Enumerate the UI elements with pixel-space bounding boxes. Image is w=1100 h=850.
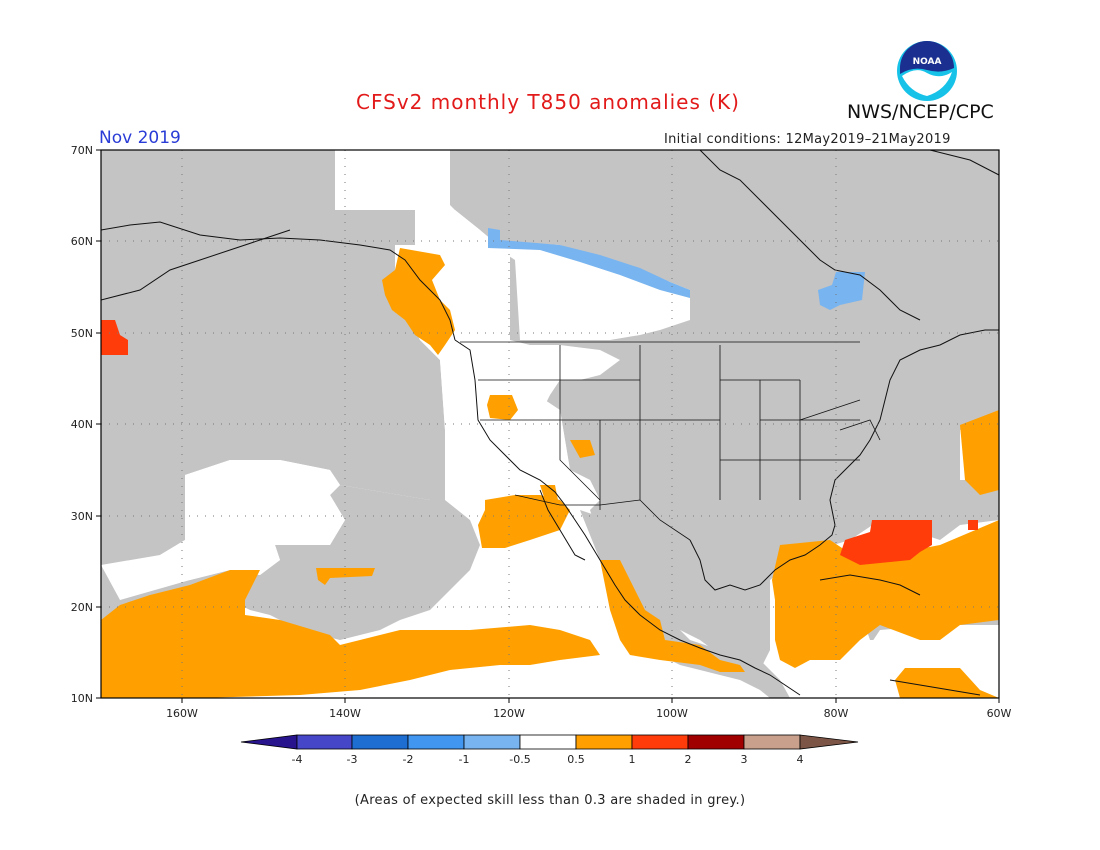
lat-label: 50N xyxy=(71,327,93,340)
colorbar-label: -1 xyxy=(459,753,470,766)
lon-label: 140W xyxy=(329,707,361,720)
colorbar-bin xyxy=(463,734,521,750)
cool-anomaly-lightblue xyxy=(488,228,865,310)
lat-label: 20N xyxy=(71,601,93,614)
initial-conditions: Initial conditions: 12May2019–21May2019 xyxy=(664,132,951,147)
lon-label: 60W xyxy=(987,707,1012,720)
colorbar-bin xyxy=(519,734,577,750)
graticule xyxy=(101,150,999,698)
colorbar-labels: -4 -3 -2 -1 -0.5 0.5 1 2 3 4 xyxy=(292,753,804,766)
longitude-labels: 160W 140W 120W 100W 80W 60W xyxy=(166,707,1011,720)
colorbar-bin xyxy=(631,734,689,750)
colorbar-label: 1 xyxy=(629,753,636,766)
skill-footnote: (Areas of expected skill less than 0.3 a… xyxy=(354,793,746,808)
neutral-regions xyxy=(101,210,999,698)
political-borders xyxy=(460,341,881,541)
colorbar-label: -4 xyxy=(292,753,303,766)
chart-title: CFSv2 monthly T850 anomalies (K) xyxy=(356,90,740,114)
axis-ticks xyxy=(96,149,1000,703)
svg-text:NOAA: NOAA xyxy=(913,57,942,67)
lon-label: 80W xyxy=(824,707,849,720)
lat-label: 70N xyxy=(71,144,93,157)
lat-label: 10N xyxy=(71,692,93,705)
colorbar-bin xyxy=(296,734,353,750)
colorbar-label: -2 xyxy=(403,753,414,766)
lat-label: 30N xyxy=(71,510,93,523)
agency-label: NWS/NCEP/CPC xyxy=(847,101,994,123)
noaa-logo-icon: NOAA xyxy=(897,41,957,101)
colorbar-bin xyxy=(687,734,745,750)
forecast-month: Nov 2019 xyxy=(99,128,181,148)
colorbar-bin xyxy=(407,734,465,750)
warm-anomaly-red xyxy=(101,320,978,565)
latitude-labels: 70N 60N 50N 40N 30N 20N 10N xyxy=(71,144,93,705)
colorbar-label: 4 xyxy=(797,753,804,766)
colorbar-label: 0.5 xyxy=(567,753,585,766)
warm-anomaly-orange xyxy=(101,248,999,698)
lat-label: 40N xyxy=(71,418,93,431)
lon-label: 100W xyxy=(656,707,688,720)
colorbar-label: -3 xyxy=(347,753,358,766)
colorbar-label: 2 xyxy=(685,753,692,766)
colorbar: -4 -3 -2 -1 -0.5 0.5 1 2 3 4 xyxy=(240,734,859,766)
colorbar-bin xyxy=(351,734,409,750)
colorbar-cap-warm xyxy=(799,734,859,750)
colorbar-bin xyxy=(743,734,801,750)
colorbar-label: 3 xyxy=(741,753,748,766)
lon-label: 160W xyxy=(166,707,198,720)
lon-label: 120W xyxy=(493,707,525,720)
colorbar-cap-cold xyxy=(240,734,298,750)
lat-label: 60N xyxy=(71,235,93,248)
colorbar-label: -0.5 xyxy=(509,753,530,766)
colorbar-bin xyxy=(575,734,633,750)
coastlines xyxy=(101,150,999,696)
